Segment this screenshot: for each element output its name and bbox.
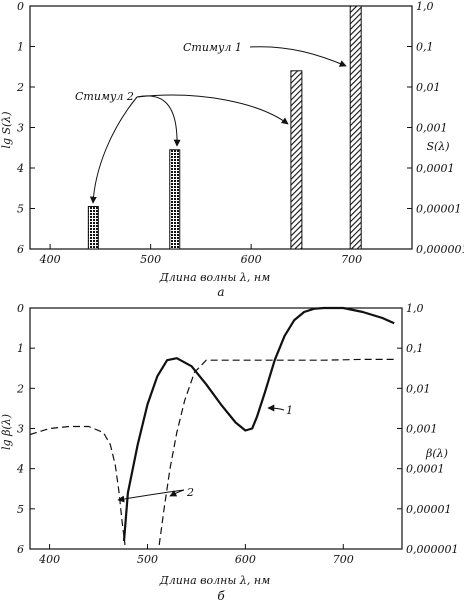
y-tick-label-right: 0,001	[416, 122, 448, 135]
panel-a-ylabel-right: S(λ)	[426, 140, 449, 153]
panel-b-caption: б	[217, 589, 225, 603]
x-tick-label: 500	[137, 553, 158, 566]
x-tick-label: 400	[39, 253, 61, 266]
y-tick-label-left: 0	[17, 302, 24, 315]
curve-label-1-arrow	[267, 404, 285, 412]
annotation-stimulus-1-arrow	[249, 46, 347, 67]
y-tick-label-right: 0,001	[406, 423, 438, 436]
series-line-2-1	[29, 425, 126, 546]
y-tick-label-right: 0,01	[406, 382, 431, 395]
y-tick-label-right: 0,1	[416, 41, 434, 54]
y-tick-label-right: 0,00001	[416, 203, 462, 216]
y-tick-label-left: 0	[17, 0, 24, 13]
panel-a: 400 500 600 700 0 1 2 3 4 5 6 1,0 0,1 0,01 0,001 0,0001…	[0, 0, 464, 299]
y-tick-label-left: 4	[16, 463, 24, 476]
panel-b: 400 500 600 700 0 1 2 3 4 5 6 1,0 0,1 0,01 0,001 0,0001…	[0, 302, 459, 603]
curve-label-2-arrow-b	[169, 489, 185, 497]
series-line-2-2	[158, 358, 395, 546]
y-tick-label-right: 0,000001	[406, 543, 459, 556]
y-tick-label-left: 2	[16, 382, 24, 395]
annotation-stimulus-2: Стимул 2	[75, 90, 134, 103]
panel-b-ylabel-left: lg β(λ)	[0, 414, 13, 450]
panel-b-xlabel: Длина волны λ, нм	[159, 574, 270, 587]
curve-label-1: 1	[286, 404, 293, 417]
y-tick-label-left: 5	[17, 503, 24, 516]
curve-label-2: 2	[186, 486, 194, 499]
panel-a-caption: а	[217, 285, 224, 299]
annotation-stimulus-2-arrow-b	[89, 96, 138, 204]
x-tick-label: 700	[341, 253, 362, 266]
bar-stimulus-1	[349, 5, 362, 250]
y-tick-label-left: 3	[17, 423, 24, 436]
annotation-stimulus-2-arrow-a	[136, 94, 289, 125]
bar-stimulus-2	[169, 149, 181, 250]
y-tick-label-right: 1,0	[406, 302, 424, 315]
panel-b-ticks: 400 500 600 700 0 1 2 3 4 5 6 1,0 0,1 0,01 0,001 0,0001…	[16, 302, 459, 566]
y-tick-label-left: 6	[17, 243, 24, 256]
y-tick-label-right: 1,0	[416, 0, 434, 13]
y-tick-label-right: 0,0001	[416, 162, 455, 175]
curve-label-2-arrow-a	[117, 489, 185, 503]
bar-stimulus-2	[87, 205, 99, 250]
x-tick-label: 700	[333, 553, 354, 566]
y-tick-label-left: 6	[17, 543, 24, 556]
panel-a-ylabel-left: lg S(λ)	[0, 111, 13, 148]
y-tick-label-right: 0,000001	[416, 243, 464, 256]
y-tick-label-left: 2	[16, 81, 24, 94]
y-tick-label-left: 4	[16, 162, 24, 175]
x-tick-label: 600	[241, 253, 262, 266]
panel-a-ticks: 400 500 600 700 0 1 2 3 4 5 6 1,0 0,1 0,01 0,001 0,0001…	[16, 0, 464, 266]
bar-stimulus-1	[290, 70, 303, 250]
panel-b-lines	[29, 306, 395, 546]
y-tick-label-left: 1	[17, 41, 24, 54]
y-tick-label-right: 0,01	[416, 81, 441, 94]
y-tick-label-left: 1	[17, 342, 24, 355]
x-tick-label: 500	[140, 253, 161, 266]
annotation-stimulus-1: Стимул 1	[183, 41, 242, 54]
panel-a-bars	[87, 5, 362, 250]
y-tick-label-left: 5	[17, 203, 24, 216]
panel-a-xlabel: Длина волны λ, нм	[159, 271, 270, 284]
x-tick-label: 400	[38, 553, 60, 566]
y-tick-label-left: 3	[17, 122, 24, 135]
y-tick-label-right: 0,0001	[406, 463, 445, 476]
y-tick-label-right: 0,1	[406, 342, 424, 355]
panel-b-ylabel-right: β(λ)	[425, 447, 448, 460]
series-line-1-0	[122, 306, 395, 542]
y-tick-label-right: 0,00001	[406, 503, 452, 516]
panel-b-frame	[29, 307, 403, 550]
x-tick-label: 600	[235, 553, 256, 566]
annotation-stimulus-2-arrow-c	[136, 95, 181, 147]
